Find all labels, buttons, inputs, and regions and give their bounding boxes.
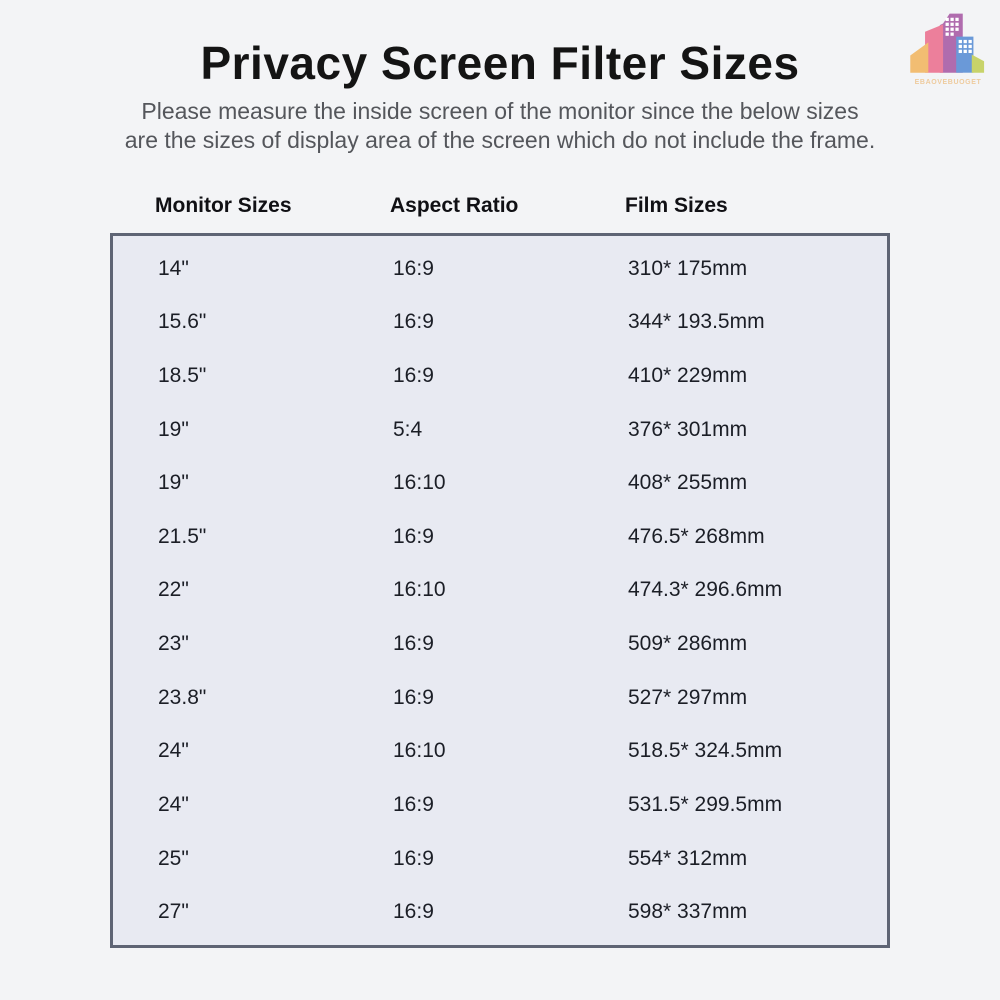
table-row: 18.5" 16:9 410* 229mm [158,364,887,388]
column-header-aspect-ratio: Aspect Ratio [390,194,519,217]
aspect-ratio-cell: 16:9 [393,792,434,816]
film-size-cell: 408* 255mm [628,471,748,495]
city-buildings-icon [910,13,985,73]
film-size-cell: 518.5* 324.5mm [628,739,783,763]
aspect-ratio-cell: 16:10 [393,471,446,495]
monitor-size-cell: 24" [158,792,189,816]
table-row: 14" 16:9 310* 175mm [158,257,887,281]
monitor-size-cell: 22" [158,578,189,602]
aspect-ratio-cell: 16:9 [393,524,434,548]
table-row: 23" 16:9 509* 286mm [158,632,887,656]
brand-name-text: EBAOVEBUOGET [914,79,982,86]
film-size-cell: 554* 312mm [628,846,748,870]
monitor-size-cell: 27" [158,900,189,924]
subtitle-line-1: Please measure the inside screen of the … [141,98,859,124]
film-size-cell: 410* 229mm [628,364,748,388]
aspect-ratio-cell: 16:9 [393,685,434,709]
monitor-size-cell: 25" [158,846,189,870]
table-row: 27" 16:9 598* 337mm [158,900,887,924]
film-size-cell: 310* 175mm [628,256,748,280]
monitor-size-cell: 23" [158,632,189,656]
monitor-size-cell: 19" [158,417,189,441]
aspect-ratio-cell: 16:9 [393,632,434,656]
aspect-ratio-cell: 16:9 [393,364,434,388]
monitor-size-cell: 24" [158,739,189,763]
brand-logo: EBAOVEBUOGET [904,12,992,86]
subtitle: Please measure the inside screen of the … [0,97,1000,155]
monitor-size-cell: 21.5" [158,524,207,548]
aspect-ratio-cell: 16:10 [393,578,446,602]
sizes-table: 14" 16:9 310* 175mm 15.6" 16:9 344* 193.5mm 18… [110,233,890,948]
table-row: 19" 5:4 376* 301mm [158,418,887,442]
monitor-size-cell: 19" [158,471,189,495]
film-size-cell: 531.5* 299.5mm [628,792,783,816]
table-row: 25" 16:9 554* 312mm [158,847,887,871]
column-header-monitor-sizes: Monitor Sizes [155,194,292,217]
table-row: 15.6" 16:9 344* 193.5mm [158,310,887,334]
monitor-size-cell: 14" [158,256,189,280]
aspect-ratio-cell: 16:9 [393,256,434,280]
aspect-ratio-cell: 16:9 [393,900,434,924]
aspect-ratio-cell: 16:9 [393,310,434,334]
column-header-film-sizes: Film Sizes [625,194,728,217]
table-row: 21.5" 16:9 476.5* 268mm [158,525,887,549]
film-size-cell: 527* 297mm [628,685,748,709]
table-row: 24" 16:10 518.5* 324.5mm [158,739,887,763]
aspect-ratio-cell: 16:9 [393,846,434,870]
film-size-cell: 344* 193.5mm [628,310,765,334]
page-title: Privacy Screen Filter Sizes [200,37,800,89]
aspect-ratio-cell: 16:10 [393,739,446,763]
film-size-cell: 376* 301mm [628,417,748,441]
subtitle-line-2: are the sizes of display area of the scr… [124,127,876,153]
monitor-size-cell: 23.8" [158,685,207,709]
film-size-cell: 509* 286mm [628,632,748,656]
monitor-size-cell: 15.6" [158,310,207,334]
film-size-cell: 598* 337mm [628,900,748,924]
table-header-row: Monitor Sizes Aspect Ratio Film Sizes [110,194,890,218]
table-row: 24" 16:9 531.5* 299.5mm [158,793,887,817]
film-size-cell: 476.5* 268mm [628,524,765,548]
table-row: 22" 16:10 474.3* 296.6mm [158,578,887,602]
monitor-size-cell: 18.5" [158,364,207,388]
table-row: 23.8" 16:9 527* 297mm [158,686,887,710]
aspect-ratio-cell: 5:4 [393,417,423,441]
table-row: 19" 16:10 408* 255mm [158,471,887,495]
film-size-cell: 474.3* 296.6mm [628,578,783,602]
